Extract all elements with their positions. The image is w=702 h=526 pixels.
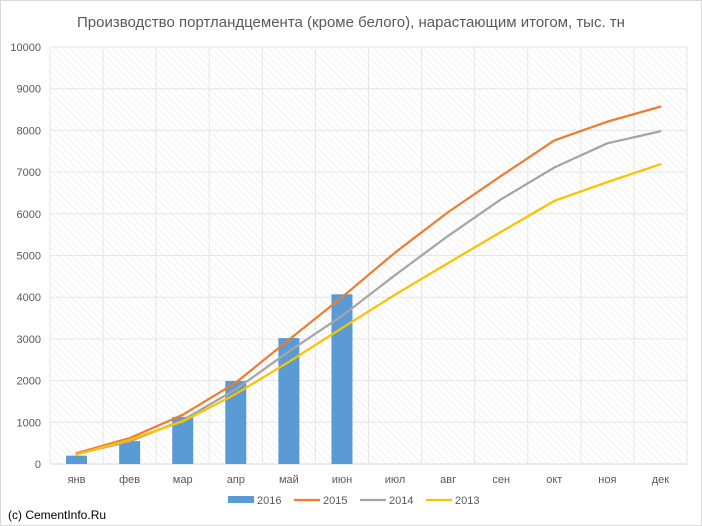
bar-2016: [225, 381, 247, 464]
bar-2016: [331, 294, 353, 464]
legend-label-2016: 2016: [257, 495, 281, 507]
x-tick-label: окт: [546, 474, 562, 486]
legend-label-2014: 2014: [389, 495, 413, 507]
chart-title: Производство портландцемента (кроме бело…: [77, 14, 625, 31]
y-tick-label: 10000: [10, 42, 41, 54]
x-tick-label: ноя: [598, 474, 616, 486]
legend-label-2013: 2013: [455, 495, 479, 507]
y-tick-label: 3000: [17, 334, 41, 346]
y-tick-label: 6000: [17, 209, 41, 221]
legend-swatch-2016: [228, 496, 254, 503]
x-tick-label: янв: [68, 474, 86, 486]
x-tick-label: дек: [652, 474, 670, 486]
y-tick-label: 2000: [17, 376, 41, 388]
y-tick-label: 5000: [17, 251, 41, 263]
line-series-2015: [75, 105, 662, 455]
y-tick-label: 8000: [17, 125, 41, 137]
legend-label-2015: 2015: [323, 495, 347, 507]
x-tick-label: июл: [385, 474, 406, 486]
y-tick-label: 7000: [17, 167, 41, 179]
y-tick-label: 0: [35, 459, 41, 471]
source-credit: (c) CementInfo.Ru: [8, 508, 106, 522]
bar-2016: [172, 416, 194, 464]
x-tick-label: апр: [227, 474, 245, 486]
y-tick-label: 4000: [17, 292, 41, 304]
y-tick-label: 1000: [17, 417, 41, 429]
y-tick-label: 9000: [17, 84, 41, 96]
x-tick-label: май: [279, 474, 299, 486]
x-tick-label: мар: [173, 474, 193, 486]
bar-2016: [278, 338, 300, 464]
x-tick-label: июн: [332, 474, 352, 486]
bar-2016: [119, 441, 141, 464]
x-tick-label: фев: [119, 474, 140, 486]
x-tick-label: сен: [492, 474, 510, 486]
x-tick-label: авг: [440, 474, 456, 486]
bar-2016: [66, 455, 88, 464]
line-series-2013: [75, 163, 662, 456]
